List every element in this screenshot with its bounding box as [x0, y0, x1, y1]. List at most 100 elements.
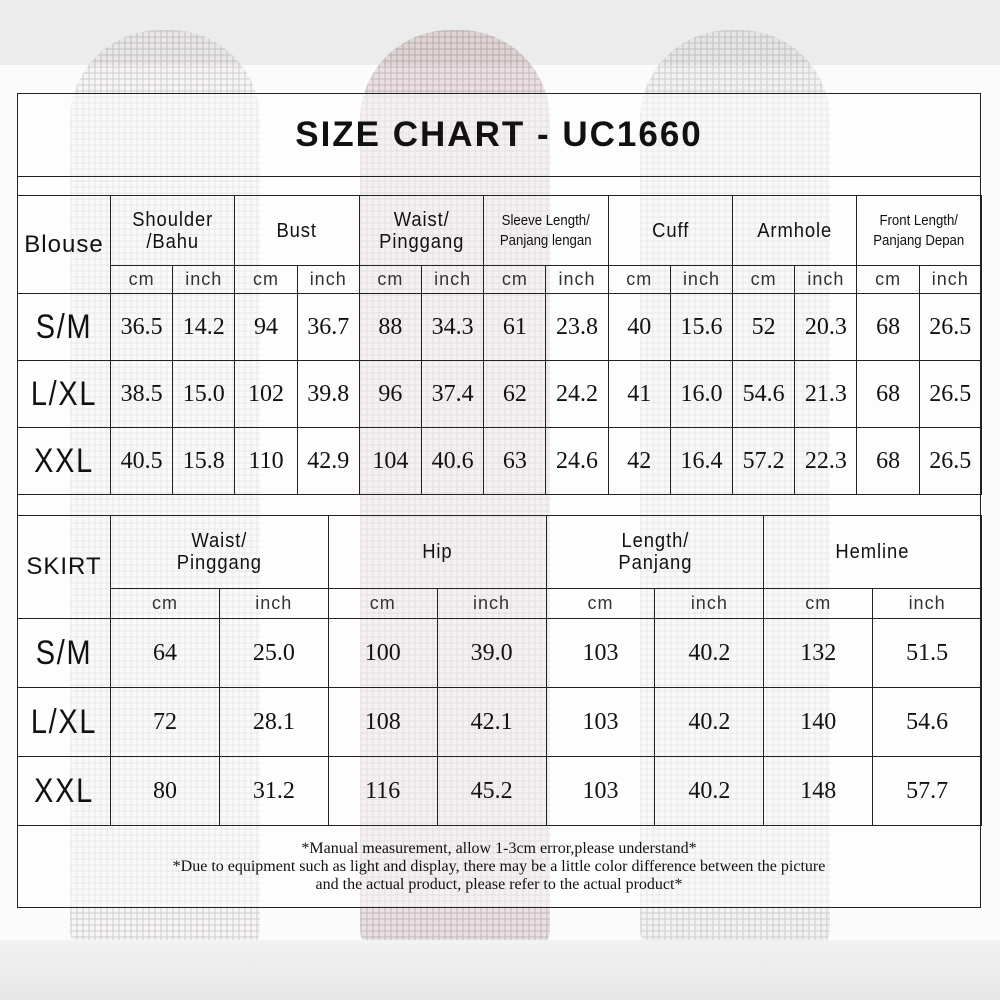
size-label: S/M — [17, 293, 111, 361]
unit-header: cm — [234, 265, 298, 294]
header-line: Hemline — [835, 541, 910, 563]
measurement-cell: 40.2 — [654, 618, 765, 688]
unit-header: inch — [872, 588, 983, 619]
measurement-cell: 39.0 — [436, 618, 547, 688]
unit-header: inch — [296, 265, 360, 294]
chart-title: SIZE CHART - UC1660 — [18, 94, 980, 177]
measurement-cell: 68 — [856, 427, 920, 495]
measurement-cell: 23.8 — [545, 293, 609, 361]
measurement-cell: 40.2 — [654, 687, 765, 757]
measurement-cell: 15.6 — [669, 293, 734, 361]
column-header: Cuff — [607, 195, 734, 266]
unit-header: inch — [218, 588, 329, 619]
size-label: S/M — [17, 618, 111, 688]
unit-header: cm — [483, 265, 547, 294]
size-label: L/XL — [17, 687, 111, 757]
measurement-cell: 57.7 — [872, 756, 983, 826]
measurement-cell: 40 — [607, 293, 671, 361]
measurement-cell: 64 — [110, 618, 220, 688]
note-line: and the actual product, please refer to … — [315, 876, 683, 893]
header-line: /Bahu — [146, 230, 200, 253]
measurement-cell: 24.2 — [545, 360, 609, 428]
header-line: Front Length/ — [879, 211, 959, 229]
header-line: Waist/ — [191, 530, 248, 552]
blouse-label: Blouse — [17, 195, 111, 294]
measurement-cell: 21.3 — [794, 360, 858, 428]
measurement-cell: 63 — [483, 427, 547, 495]
measurement-cell: 38.5 — [109, 360, 174, 428]
measurement-cell: 16.4 — [669, 427, 734, 495]
measurement-cell: 26.5 — [918, 427, 982, 495]
measurement-cell: 72 — [110, 687, 220, 757]
measurement-cell: 103 — [545, 687, 656, 757]
measurement-cell: 42 — [607, 427, 671, 495]
measurement-cell: 94 — [234, 293, 298, 361]
measurement-cell: 108 — [327, 687, 438, 757]
measurement-cell: 148 — [763, 756, 874, 826]
measurement-cell: 39.8 — [296, 360, 360, 428]
blouse-table: Blouse Shoulder/Bahu Bust Waist/Pinggang Sle… — [17, 195, 982, 495]
measurement-cell: 51.5 — [872, 618, 983, 688]
unit-header: inch — [421, 265, 485, 294]
measurement-cell: 42.1 — [436, 687, 547, 757]
header-line: Hip — [421, 541, 453, 563]
measurement-cell: 102 — [234, 360, 298, 428]
measurement-cell: 31.2 — [218, 756, 329, 826]
measurement-cell: 68 — [856, 360, 920, 428]
measurement-cell: 104 — [358, 427, 423, 495]
size-chart: SIZE CHART - UC1660 Blouse Shoulder/Bahu B… — [17, 93, 983, 908]
measurement-cell: 16.0 — [669, 360, 734, 428]
measurement-cell: 41 — [607, 360, 671, 428]
measurement-cell: 140 — [763, 687, 874, 757]
measurement-cell: 61 — [483, 293, 547, 361]
measurement-cell: 40.5 — [109, 427, 174, 495]
header-line: Panjang — [617, 552, 692, 574]
table-row: XXL 40.5 15.8 110 42.9 104 40.6 63 24.6 42 16.4 57.… — [17, 427, 982, 495]
table-row: L/XL 72 28.1 108 42.1 103 40.2 140 54.6 — [17, 687, 983, 757]
column-header: Hip — [327, 515, 547, 589]
unit-header: inch — [545, 265, 609, 294]
measurement-cell: 26.5 — [918, 293, 982, 361]
background-top-band — [0, 0, 1000, 65]
measurement-cell: 25.0 — [218, 618, 329, 688]
header-line: Pinggang — [378, 230, 465, 253]
measurement-cell: 40.2 — [654, 756, 765, 826]
measurement-cell: 37.4 — [421, 360, 485, 428]
column-header: Waist/Pinggang — [358, 195, 485, 266]
skirt-label: SKIRT — [17, 515, 111, 619]
unit-header: cm — [545, 588, 656, 619]
header-line: Armhole — [757, 219, 833, 242]
measurement-cell: 80 — [110, 756, 220, 826]
measurement-cell: 40.6 — [421, 427, 485, 495]
measurement-cell: 116 — [327, 756, 438, 826]
unit-header: cm — [110, 588, 220, 619]
measurement-cell: 28.1 — [218, 687, 329, 757]
unit-header: inch — [669, 265, 734, 294]
size-label: XXL — [17, 427, 111, 495]
measurement-cell: 68 — [856, 293, 920, 361]
unit-header: cm — [732, 265, 796, 294]
skirt-table: SKIRT Waist/Pinggang Hip Length/Panjang Heml… — [17, 515, 983, 826]
column-header: Length/Panjang — [545, 515, 765, 589]
header-line: Sleeve Length/ — [501, 211, 590, 229]
measurement-cell: 36.7 — [296, 293, 360, 361]
measurement-cell: 57.2 — [732, 427, 796, 495]
footnotes: *Manual measurement, allow 1-3cm error,p… — [18, 827, 980, 907]
measurement-cell: 100 — [327, 618, 438, 688]
header-line: Panjang Depan — [873, 231, 965, 249]
column-header: Waist/Pinggang — [110, 515, 329, 589]
measurement-cell: 20.3 — [794, 293, 858, 361]
measurement-cell: 62 — [483, 360, 547, 428]
column-header: Hemline — [763, 515, 983, 589]
column-header: Sleeve Length/Panjang lengan — [483, 195, 609, 266]
unit-header: cm — [109, 265, 174, 294]
measurement-cell: 26.5 — [918, 360, 982, 428]
column-header: Shoulder/Bahu — [109, 195, 236, 266]
header-line: Length/ — [620, 530, 689, 552]
measurement-cell: 36.5 — [109, 293, 174, 361]
unit-header: inch — [654, 588, 765, 619]
measurement-cell: 103 — [545, 618, 656, 688]
header-line: Bust — [276, 219, 318, 242]
measurement-cell: 110 — [234, 427, 298, 495]
unit-header: cm — [856, 265, 920, 294]
